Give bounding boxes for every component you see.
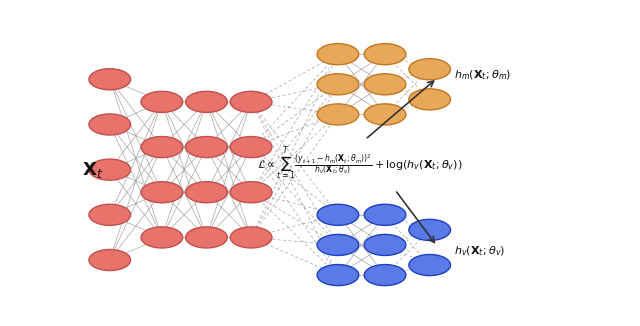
Circle shape xyxy=(409,89,451,110)
Text: $\mathbf{X}_t$: $\mathbf{X}_t$ xyxy=(83,160,104,180)
Text: $\boldsymbol{h_v}(\mathbf{X}_t;\theta_v)$: $\boldsymbol{h_v}(\mathbf{X}_t;\theta_v)… xyxy=(454,244,506,258)
Circle shape xyxy=(89,159,131,180)
Circle shape xyxy=(364,264,406,286)
Circle shape xyxy=(317,44,359,65)
Circle shape xyxy=(186,137,227,157)
Circle shape xyxy=(317,204,359,225)
Circle shape xyxy=(409,59,451,80)
Circle shape xyxy=(409,255,451,275)
Text: $\boldsymbol{h_m}(\mathbf{X}_t;\theta_m)$: $\boldsymbol{h_m}(\mathbf{X}_t;\theta_m)… xyxy=(454,69,512,82)
Circle shape xyxy=(317,234,359,256)
Circle shape xyxy=(364,104,406,125)
Circle shape xyxy=(364,44,406,65)
Circle shape xyxy=(230,137,272,157)
Circle shape xyxy=(141,182,182,203)
Circle shape xyxy=(409,219,451,241)
Text: $\mathcal{L} \propto \sum_{t=1}^{T} \frac{(y_{t+1}-h_m(\mathbf{X}_t;\theta_m))^2: $\mathcal{L} \propto \sum_{t=1}^{T} \fra… xyxy=(257,146,463,183)
Circle shape xyxy=(141,227,182,248)
Circle shape xyxy=(364,234,406,256)
Circle shape xyxy=(141,137,182,157)
Circle shape xyxy=(364,204,406,225)
Circle shape xyxy=(230,227,272,248)
Circle shape xyxy=(89,204,131,225)
Circle shape xyxy=(186,227,227,248)
Circle shape xyxy=(89,249,131,271)
Circle shape xyxy=(89,69,131,90)
Circle shape xyxy=(317,264,359,286)
Circle shape xyxy=(89,114,131,135)
Circle shape xyxy=(230,182,272,203)
Circle shape xyxy=(186,91,227,112)
Circle shape xyxy=(317,74,359,95)
Circle shape xyxy=(186,182,227,203)
Circle shape xyxy=(230,91,272,112)
Circle shape xyxy=(317,104,359,125)
Circle shape xyxy=(141,91,182,112)
Circle shape xyxy=(364,74,406,95)
